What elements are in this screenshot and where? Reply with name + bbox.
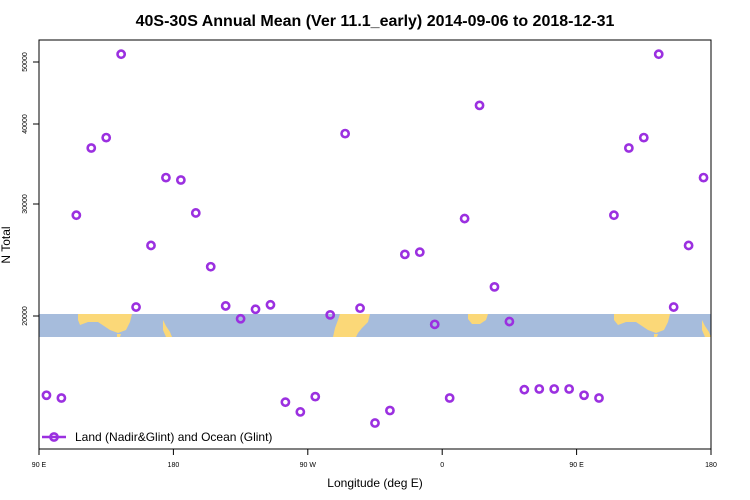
data-point [265, 299, 276, 310]
data-point [310, 391, 321, 402]
x-tick-label: 180 [705, 462, 717, 469]
data-point [56, 393, 67, 403]
land-australia-right [614, 314, 670, 333]
data-point [698, 172, 709, 183]
x-tick-label: 90 E [32, 462, 47, 469]
y-axis: 20000 30000 40000 50000 [22, 52, 39, 326]
data-point [280, 397, 291, 408]
data-point [564, 384, 575, 394]
legend: Land (Nadir&Glint) and Ocean (Glint) [42, 430, 272, 444]
data-point [340, 128, 351, 139]
x-axis: 90 E 180 90 W 0 90 E 180 [32, 449, 717, 469]
data-point [414, 247, 425, 258]
land-south-america [333, 314, 370, 337]
data-point [235, 313, 246, 324]
data-point [190, 208, 201, 218]
data-point [429, 319, 440, 330]
land-tasmania-left [117, 334, 121, 337]
data-point [579, 390, 589, 401]
data-point [609, 210, 619, 221]
data-point [683, 240, 694, 251]
data-point [220, 301, 231, 311]
data-point [638, 132, 649, 143]
data-point [504, 316, 515, 327]
data-point [653, 49, 664, 60]
land-new-zealand-left [163, 320, 172, 337]
data-point [385, 405, 395, 416]
data-point [325, 309, 336, 320]
plot-area [38, 39, 712, 450]
land-tasmania-right [654, 334, 658, 337]
y-tick-label: 20000 [22, 306, 29, 326]
data-point [175, 175, 186, 185]
x-tick-label: 90 E [569, 462, 584, 469]
data-point [549, 384, 560, 394]
data-point [250, 304, 261, 315]
data-point [116, 49, 127, 60]
legend-label: Land (Nadir&Glint) and Ocean (Glint) [75, 430, 272, 444]
land-south-africa [468, 314, 488, 324]
x-tick-label: 90 W [300, 462, 317, 469]
data-point [444, 393, 455, 403]
y-tick-label: 40000 [22, 114, 29, 134]
data-point [519, 384, 530, 395]
data-point [41, 390, 52, 401]
data-point [534, 384, 545, 394]
land-australia-left [78, 314, 132, 333]
data-point [295, 407, 306, 417]
legend-marker [49, 432, 59, 442]
data-point [459, 213, 470, 224]
data-point [71, 210, 82, 221]
y-tick-label: 50000 [22, 52, 29, 72]
series-points [41, 49, 709, 428]
y-axis-label: N Total [0, 226, 13, 263]
data-point [131, 302, 141, 312]
chart-title: 40S-30S Annual Mean (Ver 11.1_early) 201… [136, 13, 615, 30]
data-point [205, 261, 216, 272]
x-tick-label: 180 [168, 462, 180, 469]
x-axis-label: Longitude (deg E) [327, 476, 422, 490]
data-point [86, 143, 97, 153]
data-point [489, 281, 500, 292]
land-new-zealand-right [702, 320, 711, 337]
data-point [474, 100, 485, 111]
data-point [146, 240, 156, 251]
data-point [623, 143, 634, 153]
map-strip [39, 314, 711, 337]
ocean-band [39, 314, 711, 337]
x-tick-label: 0 [440, 462, 444, 469]
data-point [161, 172, 171, 183]
data-point [370, 418, 380, 428]
y-tick-label: 30000 [22, 194, 29, 214]
data-point [101, 132, 112, 143]
data-point [355, 303, 365, 314]
data-point [399, 249, 410, 260]
data-point [668, 302, 679, 312]
data-point [594, 393, 604, 403]
